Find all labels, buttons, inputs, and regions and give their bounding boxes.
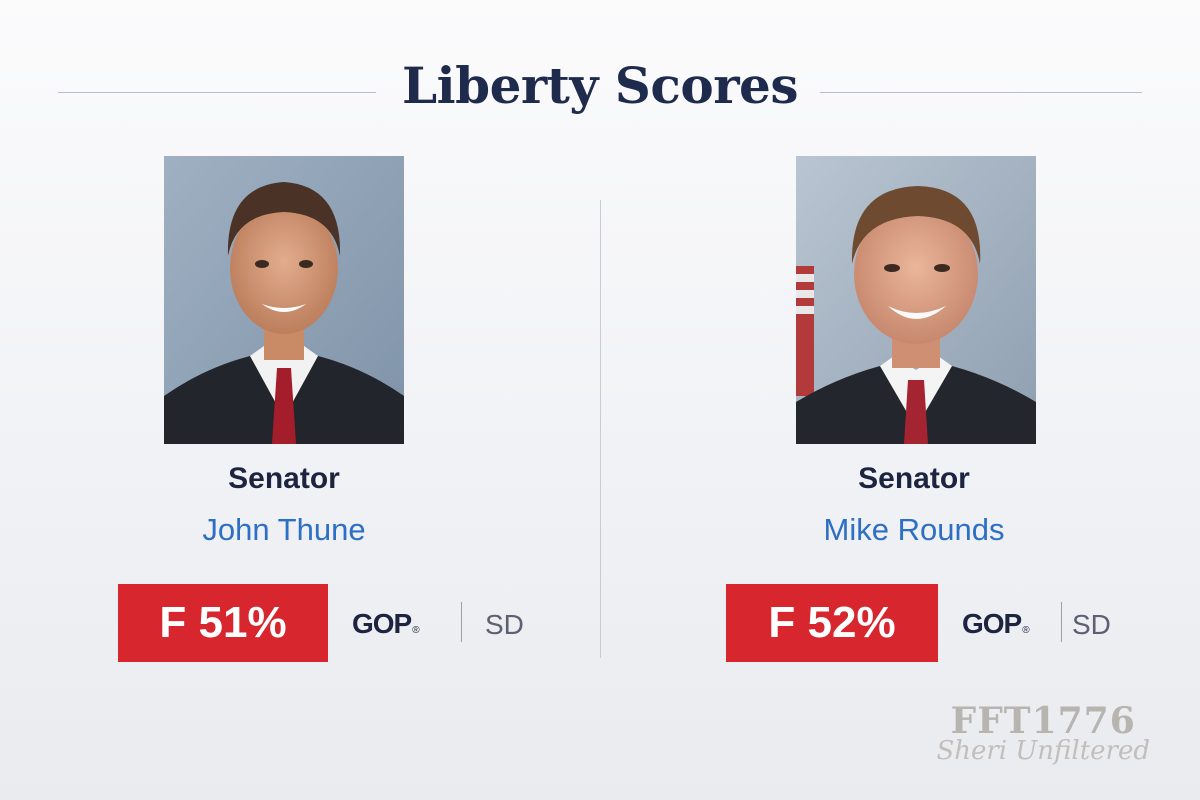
state-label: SD xyxy=(1072,609,1111,640)
grade-badge: F 52% xyxy=(726,584,938,662)
party-state-separator xyxy=(461,602,462,642)
party-label: GOP® xyxy=(962,608,1030,640)
registered-mark: ® xyxy=(412,625,420,636)
title-rule-right xyxy=(820,92,1142,93)
party-label: GOP® xyxy=(352,608,420,640)
party-state-separator xyxy=(1061,602,1062,642)
page-title: Liberty Scores xyxy=(401,56,799,115)
senator-portrait xyxy=(796,156,1036,444)
party-text: GOP xyxy=(352,608,412,639)
senator-name: Mike Rounds xyxy=(823,512,1005,547)
senator-role: Senator xyxy=(228,462,340,495)
watermark-brand: FFT1776 xyxy=(950,700,1136,742)
watermark: FFT1776 Sheri Unfiltered xyxy=(936,700,1150,766)
senator-portrait xyxy=(164,156,404,444)
senator-name: John Thune xyxy=(202,512,366,547)
title-rule-left xyxy=(58,92,376,93)
center-divider xyxy=(600,200,601,658)
senator-role: Senator xyxy=(858,462,970,495)
watermark-signature: Sheri Unfiltered xyxy=(936,736,1150,766)
header: Liberty Scores xyxy=(0,52,1200,132)
state-label: SD xyxy=(485,609,524,640)
party-text: GOP xyxy=(962,608,1022,639)
registered-mark: ® xyxy=(1022,625,1030,636)
grade-badge: F 51% xyxy=(118,584,328,662)
